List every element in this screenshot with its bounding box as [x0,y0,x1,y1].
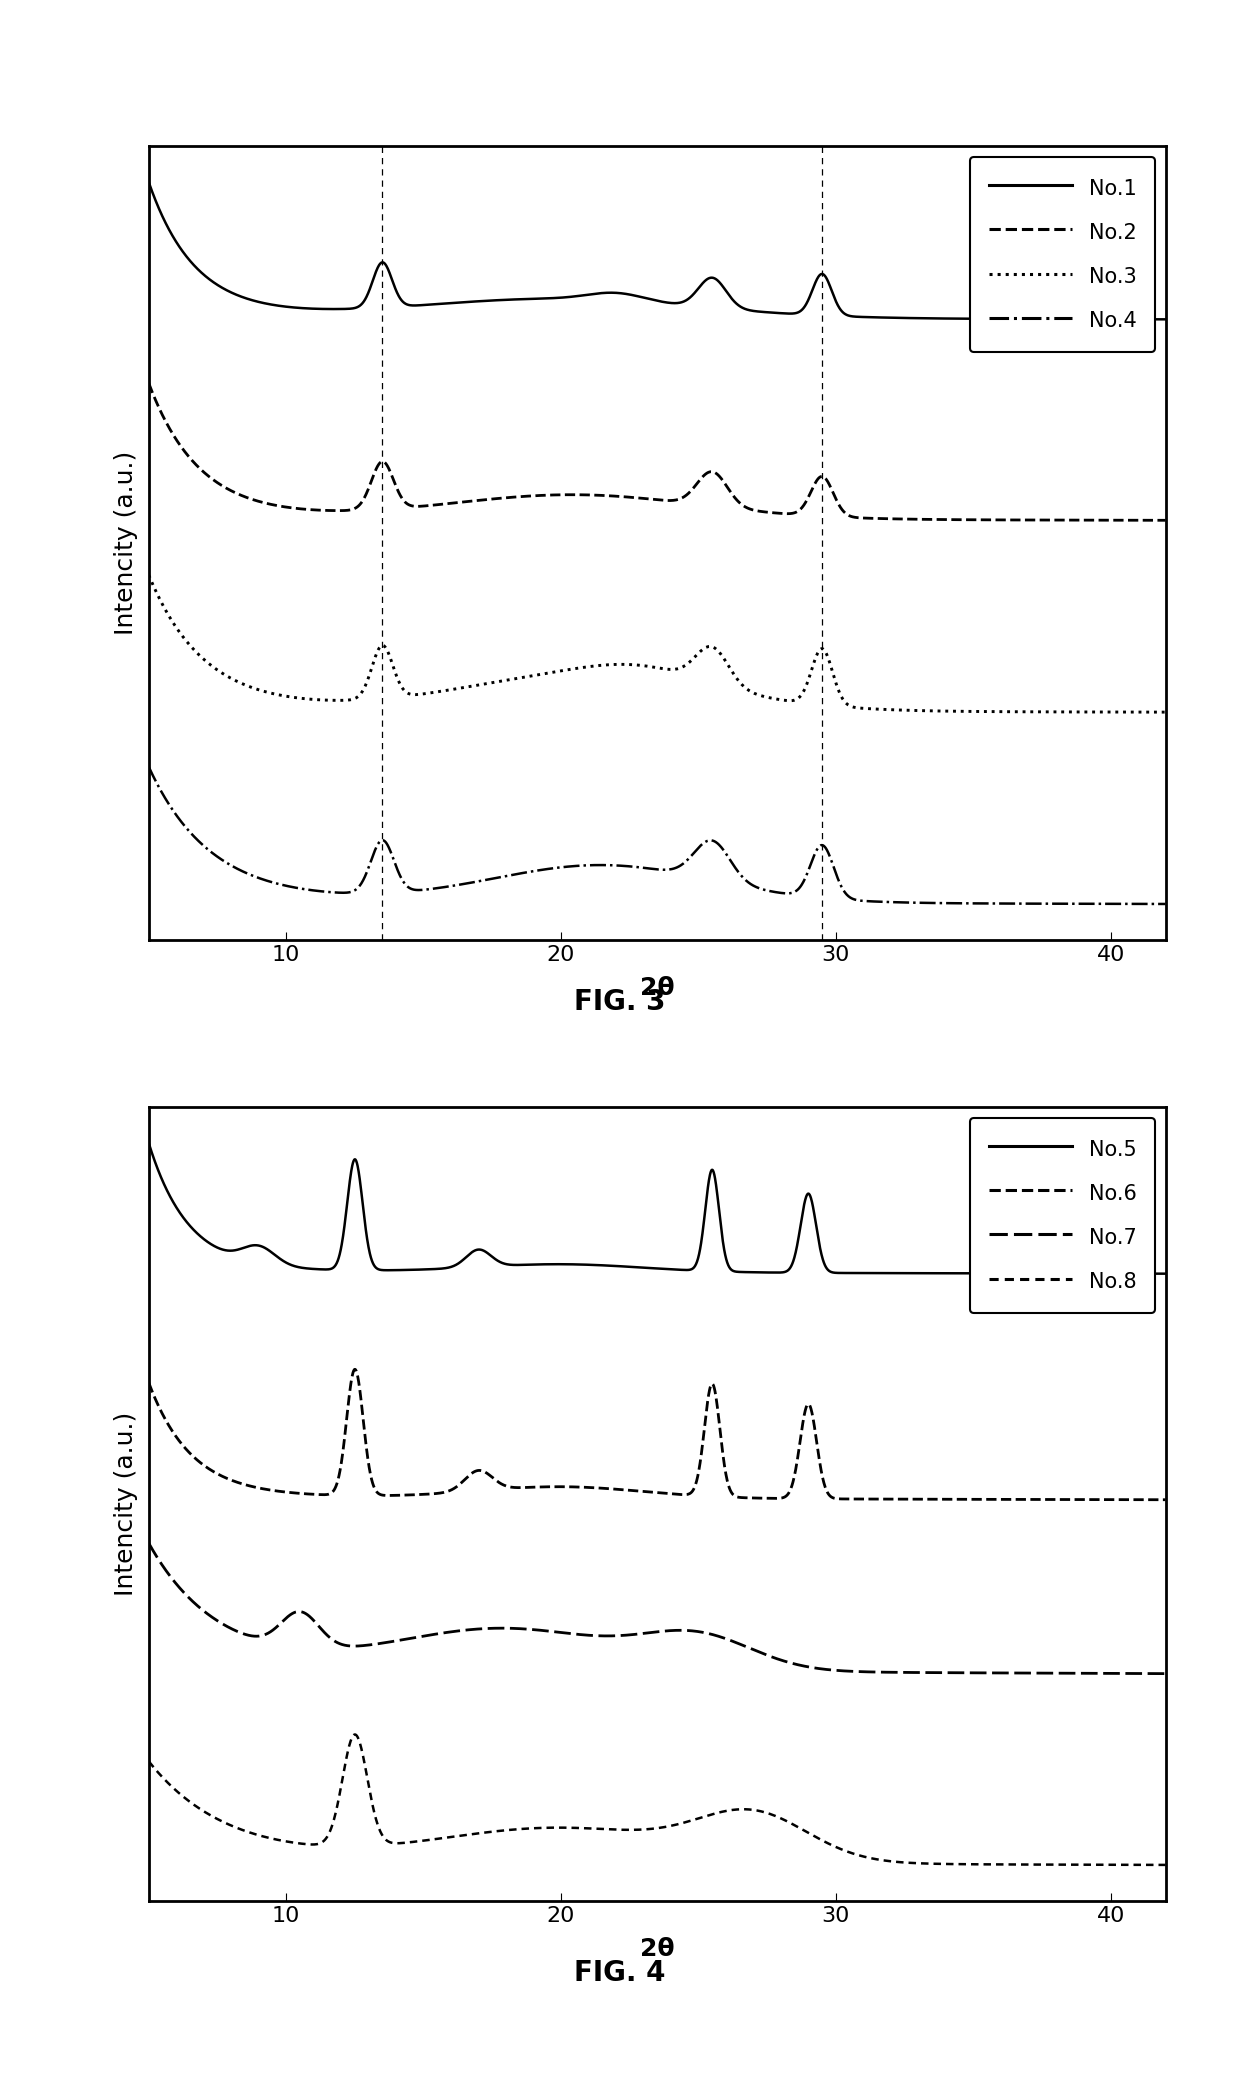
Text: FIG. 4: FIG. 4 [574,1959,666,1987]
Legend: No.5, No.6, No.7, No.8: No.5, No.6, No.7, No.8 [970,1118,1156,1314]
Text: FIG. 3: FIG. 3 [574,988,666,1015]
X-axis label: 2θ: 2θ [640,1937,675,1962]
Y-axis label: Intencity (a.u.): Intencity (a.u.) [114,451,138,635]
Legend: No.1, No.2, No.3, No.4: No.1, No.2, No.3, No.4 [970,157,1156,353]
X-axis label: 2θ: 2θ [640,976,675,1001]
Y-axis label: Intencity (a.u.): Intencity (a.u.) [114,1412,138,1596]
